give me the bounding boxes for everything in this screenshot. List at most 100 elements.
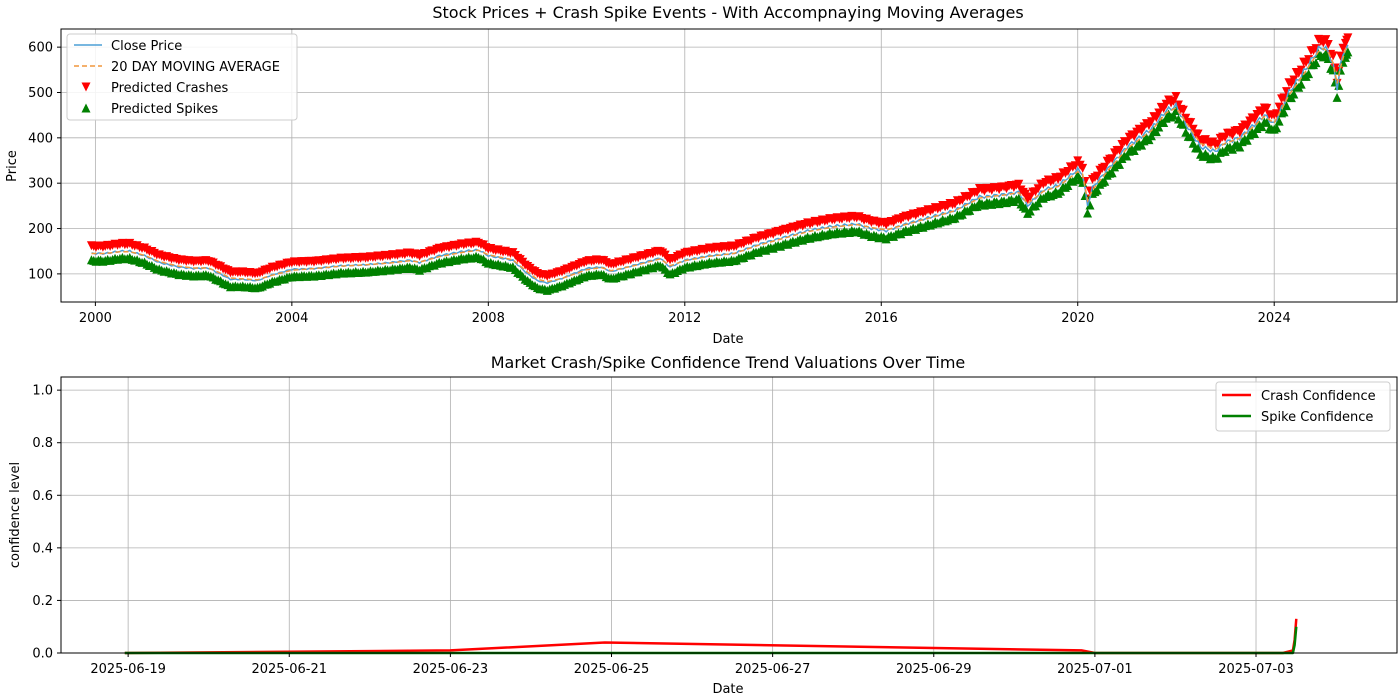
spike-marker (1332, 92, 1342, 102)
confidence-chart: 2025-06-19 2025-06-21 2025-06-23 2025-06-25… (8, 353, 1398, 697)
spike-marker (1328, 65, 1338, 75)
confidence-chart-title: Market Crash/Spike Confidence Trend Valu… (491, 353, 966, 372)
crash-marker (1274, 102, 1284, 112)
legend-crash-marker (81, 82, 91, 92)
spike-marker (1311, 58, 1321, 68)
spike-marker (1107, 168, 1117, 178)
crash-marker (1323, 40, 1333, 50)
legend-moving-average-label: 20 DAY MOVING AVERAGE (111, 60, 280, 75)
confidence-x-axis-label: Date (712, 682, 743, 697)
confidence-plot-area (61, 377, 1397, 653)
spike-marker (1063, 180, 1073, 190)
legend-crash-confidence-label: Crash Confidence (1261, 389, 1376, 404)
legend-crashes-label: Predicted Crashes (111, 81, 229, 96)
spike-marker (1169, 110, 1179, 120)
spike-marker (1235, 142, 1245, 152)
spike-marker (1272, 123, 1282, 133)
legend-close-price-label: Close Price (111, 39, 182, 54)
spike-marker (1083, 208, 1093, 218)
price-x-tick-label: 2020 (1061, 311, 1094, 326)
spike-marker (1085, 200, 1095, 210)
confidence-x-tick-label: 2025-06-19 (90, 662, 166, 677)
price-x-tick-label: 2016 (865, 311, 898, 326)
confidence-x-tick-label: 2025-07-01 (1057, 662, 1133, 677)
confidence-x-tick-label: 2025-06-25 (574, 662, 650, 677)
spike-marker (1279, 107, 1289, 117)
confidence-y-tick-label: 0.8 (32, 436, 53, 451)
legend-spike-marker (81, 103, 91, 113)
crash-marker (1171, 92, 1181, 102)
confidence-y-tick-label: 0.2 (32, 594, 53, 609)
spike-marker (1154, 122, 1164, 132)
confidence-x-tick-label: 2025-07-03 (1218, 662, 1294, 677)
crash-marker (1193, 129, 1203, 139)
confidence-y-tick-label: 0.6 (32, 489, 53, 504)
crash-marker (1014, 179, 1024, 189)
crash-marker (1078, 163, 1088, 173)
spike-marker (1114, 159, 1124, 169)
crash-marker (1178, 105, 1188, 115)
crash-marker (1262, 103, 1272, 113)
confidence-x-tick-label: 2025-06-23 (413, 662, 489, 677)
spike-marker (1122, 151, 1132, 161)
confidence-x-tick-label: 2025-06-21 (251, 662, 327, 677)
spike-marker (1250, 128, 1260, 138)
price-chart-title: Stock Prices + Crash Spike Events - With… (432, 3, 1023, 22)
price-y-tick-label: 600 (28, 41, 53, 56)
confidence-legend-box (1215, 381, 1391, 432)
confidence-y-tick-label: 0.0 (32, 647, 53, 662)
confidence-x-tick-label: 2025-06-29 (896, 662, 972, 677)
spike-marker (1151, 127, 1161, 137)
crash-marker (1186, 118, 1196, 128)
spike-marker (1304, 69, 1314, 79)
price-ticks: 2000 2004 2008 2012 2016 2020 2024 100 200 300 400… (28, 41, 1291, 326)
spike-marker (1296, 79, 1306, 89)
price-plot-frame (60, 28, 1398, 303)
spike-marker (1274, 116, 1284, 126)
crash-marker (1343, 33, 1353, 43)
spike-marker (1289, 89, 1299, 99)
price-x-tick-label: 2000 (79, 311, 112, 326)
price-x-tick-label: 2008 (472, 311, 505, 326)
spike-marker (1336, 65, 1346, 75)
price-x-tick-label: 2004 (275, 311, 308, 326)
confidence-ticks: 2025-06-19 2025-06-21 2025-06-23 2025-06-25… (32, 384, 1293, 677)
spike-marker (1343, 47, 1353, 57)
price-y-tick-label: 100 (28, 267, 53, 282)
spike-marker (1146, 131, 1156, 141)
price-y-axis-label: Price (5, 150, 20, 182)
moving-average-line (91, 45, 1349, 283)
spike-marker (1100, 176, 1110, 186)
price-x-axis-label: Date (712, 332, 743, 347)
crash-marker (1321, 35, 1331, 45)
confidence-y-axis-label: confidence level (8, 462, 23, 568)
crash-marker (1188, 124, 1198, 134)
spike-marker (1092, 185, 1102, 195)
price-y-tick-label: 400 (28, 131, 53, 146)
legend-spikes-label: Predicted Spikes (111, 102, 218, 117)
price-x-tick-label: 2012 (668, 311, 701, 326)
price-legend-box (66, 33, 298, 121)
spike-marker (1025, 206, 1035, 216)
crash-marker (1272, 109, 1282, 119)
spike-marker (1186, 132, 1196, 142)
price-legend: Close Price 20 DAY MOVING AVERAGE Predic… (66, 33, 298, 121)
confidence-y-tick-label: 1.0 (32, 384, 53, 399)
spike-marker (1242, 135, 1252, 145)
spike-marker (1033, 198, 1043, 208)
spike-marker (1281, 101, 1291, 111)
legend-spike-confidence-label: Spike Confidence (1261, 410, 1373, 425)
confidence-legend: Crash Confidence Spike Confidence (1215, 381, 1391, 432)
price-x-tick-label: 2024 (1258, 311, 1291, 326)
spike-marker (1257, 122, 1267, 132)
price-chart: 2000 2004 2008 2012 2016 2020 2024 100 200 300 400… (5, 3, 1398, 347)
price-y-tick-label: 300 (28, 177, 53, 192)
spike-marker (1178, 119, 1188, 129)
confidence-plot-frame (60, 376, 1398, 654)
price-y-tick-label: 200 (28, 222, 53, 237)
spike-marker (1262, 117, 1272, 127)
crash-marker (1289, 75, 1299, 85)
crash-marker (1328, 51, 1338, 61)
price-y-tick-label: 500 (28, 86, 53, 101)
